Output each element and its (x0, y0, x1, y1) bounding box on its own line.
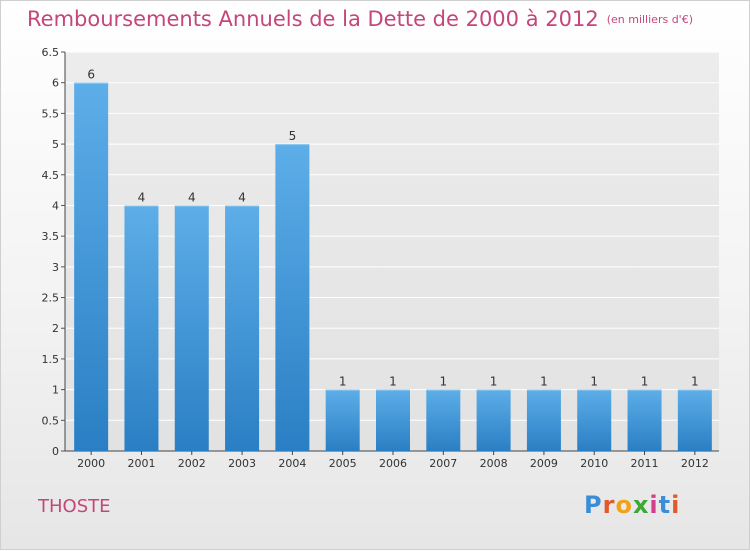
y-tick-label: 5 (52, 138, 59, 151)
bar-2003 (225, 205, 260, 451)
bar-value-label: 4 (238, 190, 246, 204)
y-tick-label: 1.5 (42, 353, 60, 366)
logo-letter: t (658, 491, 672, 519)
x-tick-label: 2002 (178, 457, 206, 470)
logo-letter: i (649, 491, 659, 519)
y-tick-label: 3.5 (42, 230, 60, 243)
bar-2009 (526, 389, 561, 451)
logo-letter: r (602, 491, 616, 519)
bar-value-label: 1 (540, 375, 548, 389)
bar-2002 (174, 205, 209, 451)
bar-value-label: 1 (339, 375, 347, 389)
bar-2007 (426, 389, 461, 451)
commune-name: THOSTE (38, 496, 111, 517)
chart-title-main: Remboursements Annuels de la Dette de 20… (27, 7, 599, 31)
y-tick-label: 3 (52, 261, 59, 274)
x-tick-label: 2000 (77, 457, 105, 470)
bar-value-label: 4 (138, 190, 146, 204)
bar-2001 (124, 205, 159, 451)
y-tick-label: 4.5 (42, 169, 60, 182)
proxiti-logo[interactable]: Proxiti (584, 491, 680, 519)
bar-value-label: 6 (87, 68, 95, 82)
x-tick-label: 2008 (480, 457, 508, 470)
bar-2011 (627, 389, 662, 451)
y-tick-label: 4 (52, 199, 59, 212)
y-tick-label: 0 (52, 445, 59, 458)
bar-2000 (74, 82, 109, 451)
x-tick-label: 2003 (228, 457, 256, 470)
bar-value-label: 1 (389, 375, 397, 389)
x-tick-label: 2004 (278, 457, 306, 470)
y-tick-label: 6 (52, 77, 59, 90)
x-tick-label: 2011 (631, 457, 659, 470)
x-tick-label: 2010 (580, 457, 608, 470)
y-tick-label: 2 (52, 322, 59, 335)
logo-letter: P (584, 491, 603, 519)
bar-2012 (677, 389, 712, 451)
y-tick-label: 1 (52, 384, 59, 397)
bar-value-label: 5 (289, 129, 297, 143)
bar-value-label: 1 (590, 375, 598, 389)
bar-value-label: 1 (490, 375, 498, 389)
x-tick-label: 2012 (681, 457, 709, 470)
bar-value-label: 4 (188, 190, 196, 204)
chart-title-unit: (en milliers d'€) (606, 13, 693, 26)
bar-value-label: 1 (439, 375, 447, 389)
y-tick-label: 5.5 (42, 107, 60, 120)
x-tick-label: 2009 (530, 457, 558, 470)
bar-value-label: 1 (641, 375, 649, 389)
x-tick-label: 2005 (329, 457, 357, 470)
logo-letter: x (632, 491, 650, 519)
y-tick-label: 0.5 (42, 414, 60, 427)
bar-2008 (476, 389, 511, 451)
logo-letter: o (615, 491, 633, 519)
bar-2004 (275, 144, 310, 452)
bar-value-label: 1 (691, 375, 699, 389)
logo-letter: i (671, 491, 681, 519)
y-tick-label: 6.5 (42, 46, 60, 59)
chart-title: Remboursements Annuels de la Dette de 20… (27, 7, 693, 31)
x-tick-label: 2006 (379, 457, 407, 470)
x-tick-label: 2007 (429, 457, 457, 470)
plot-area (65, 52, 719, 451)
x-tick-label: 2001 (127, 457, 155, 470)
bar-2010 (577, 389, 612, 451)
bar-2005 (325, 389, 360, 451)
bar-2006 (376, 389, 410, 451)
y-tick-label: 2.5 (42, 292, 60, 305)
